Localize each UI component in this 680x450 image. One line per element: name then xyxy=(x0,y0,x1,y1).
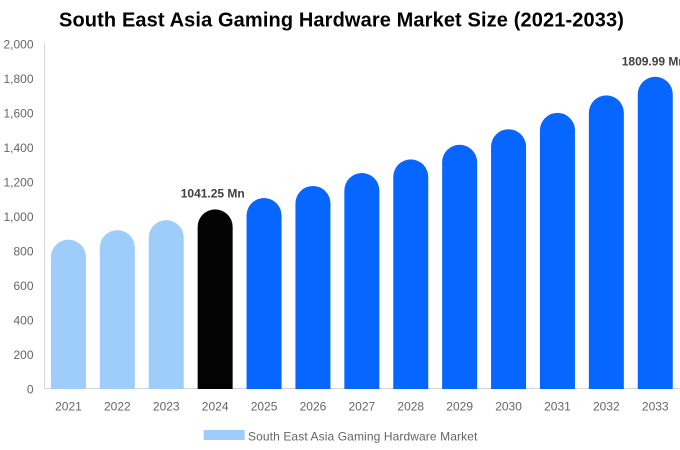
svg-text:South East Asia Gaming Hardwar: South East Asia Gaming Hardware Market S… xyxy=(59,10,624,32)
svg-text:2,000: 2,000 xyxy=(3,37,33,51)
svg-text:2025: 2025 xyxy=(251,400,278,414)
svg-text:2030: 2030 xyxy=(495,400,522,414)
svg-text:1809.99 Mn: 1809.99 Mn xyxy=(622,54,680,68)
svg-text:1041.25 Mn: 1041.25 Mn xyxy=(181,187,245,201)
svg-text:2029: 2029 xyxy=(446,400,473,414)
svg-text:2033: 2033 xyxy=(642,400,669,414)
svg-text:2024: 2024 xyxy=(202,400,229,414)
svg-text:2022: 2022 xyxy=(104,400,131,414)
svg-text:2031: 2031 xyxy=(544,400,571,414)
svg-text:0: 0 xyxy=(27,382,34,396)
svg-text:South East Asia Gaming Hardwar: South East Asia Gaming Hardware Market xyxy=(248,430,478,444)
svg-text:400: 400 xyxy=(13,313,33,327)
svg-text:2021: 2021 xyxy=(55,400,82,414)
svg-text:1,800: 1,800 xyxy=(3,72,33,86)
svg-text:2028: 2028 xyxy=(397,400,424,414)
svg-text:1,200: 1,200 xyxy=(3,175,33,189)
svg-text:600: 600 xyxy=(13,279,33,293)
svg-text:800: 800 xyxy=(13,244,33,258)
svg-text:1,600: 1,600 xyxy=(3,106,33,120)
svg-text:2026: 2026 xyxy=(300,400,327,414)
svg-text:2023: 2023 xyxy=(153,400,180,414)
svg-text:2032: 2032 xyxy=(593,400,620,414)
svg-text:1,000: 1,000 xyxy=(3,210,33,224)
svg-text:200: 200 xyxy=(13,348,33,362)
svg-text:1,400: 1,400 xyxy=(3,141,33,155)
svg-text:2027: 2027 xyxy=(348,400,375,414)
